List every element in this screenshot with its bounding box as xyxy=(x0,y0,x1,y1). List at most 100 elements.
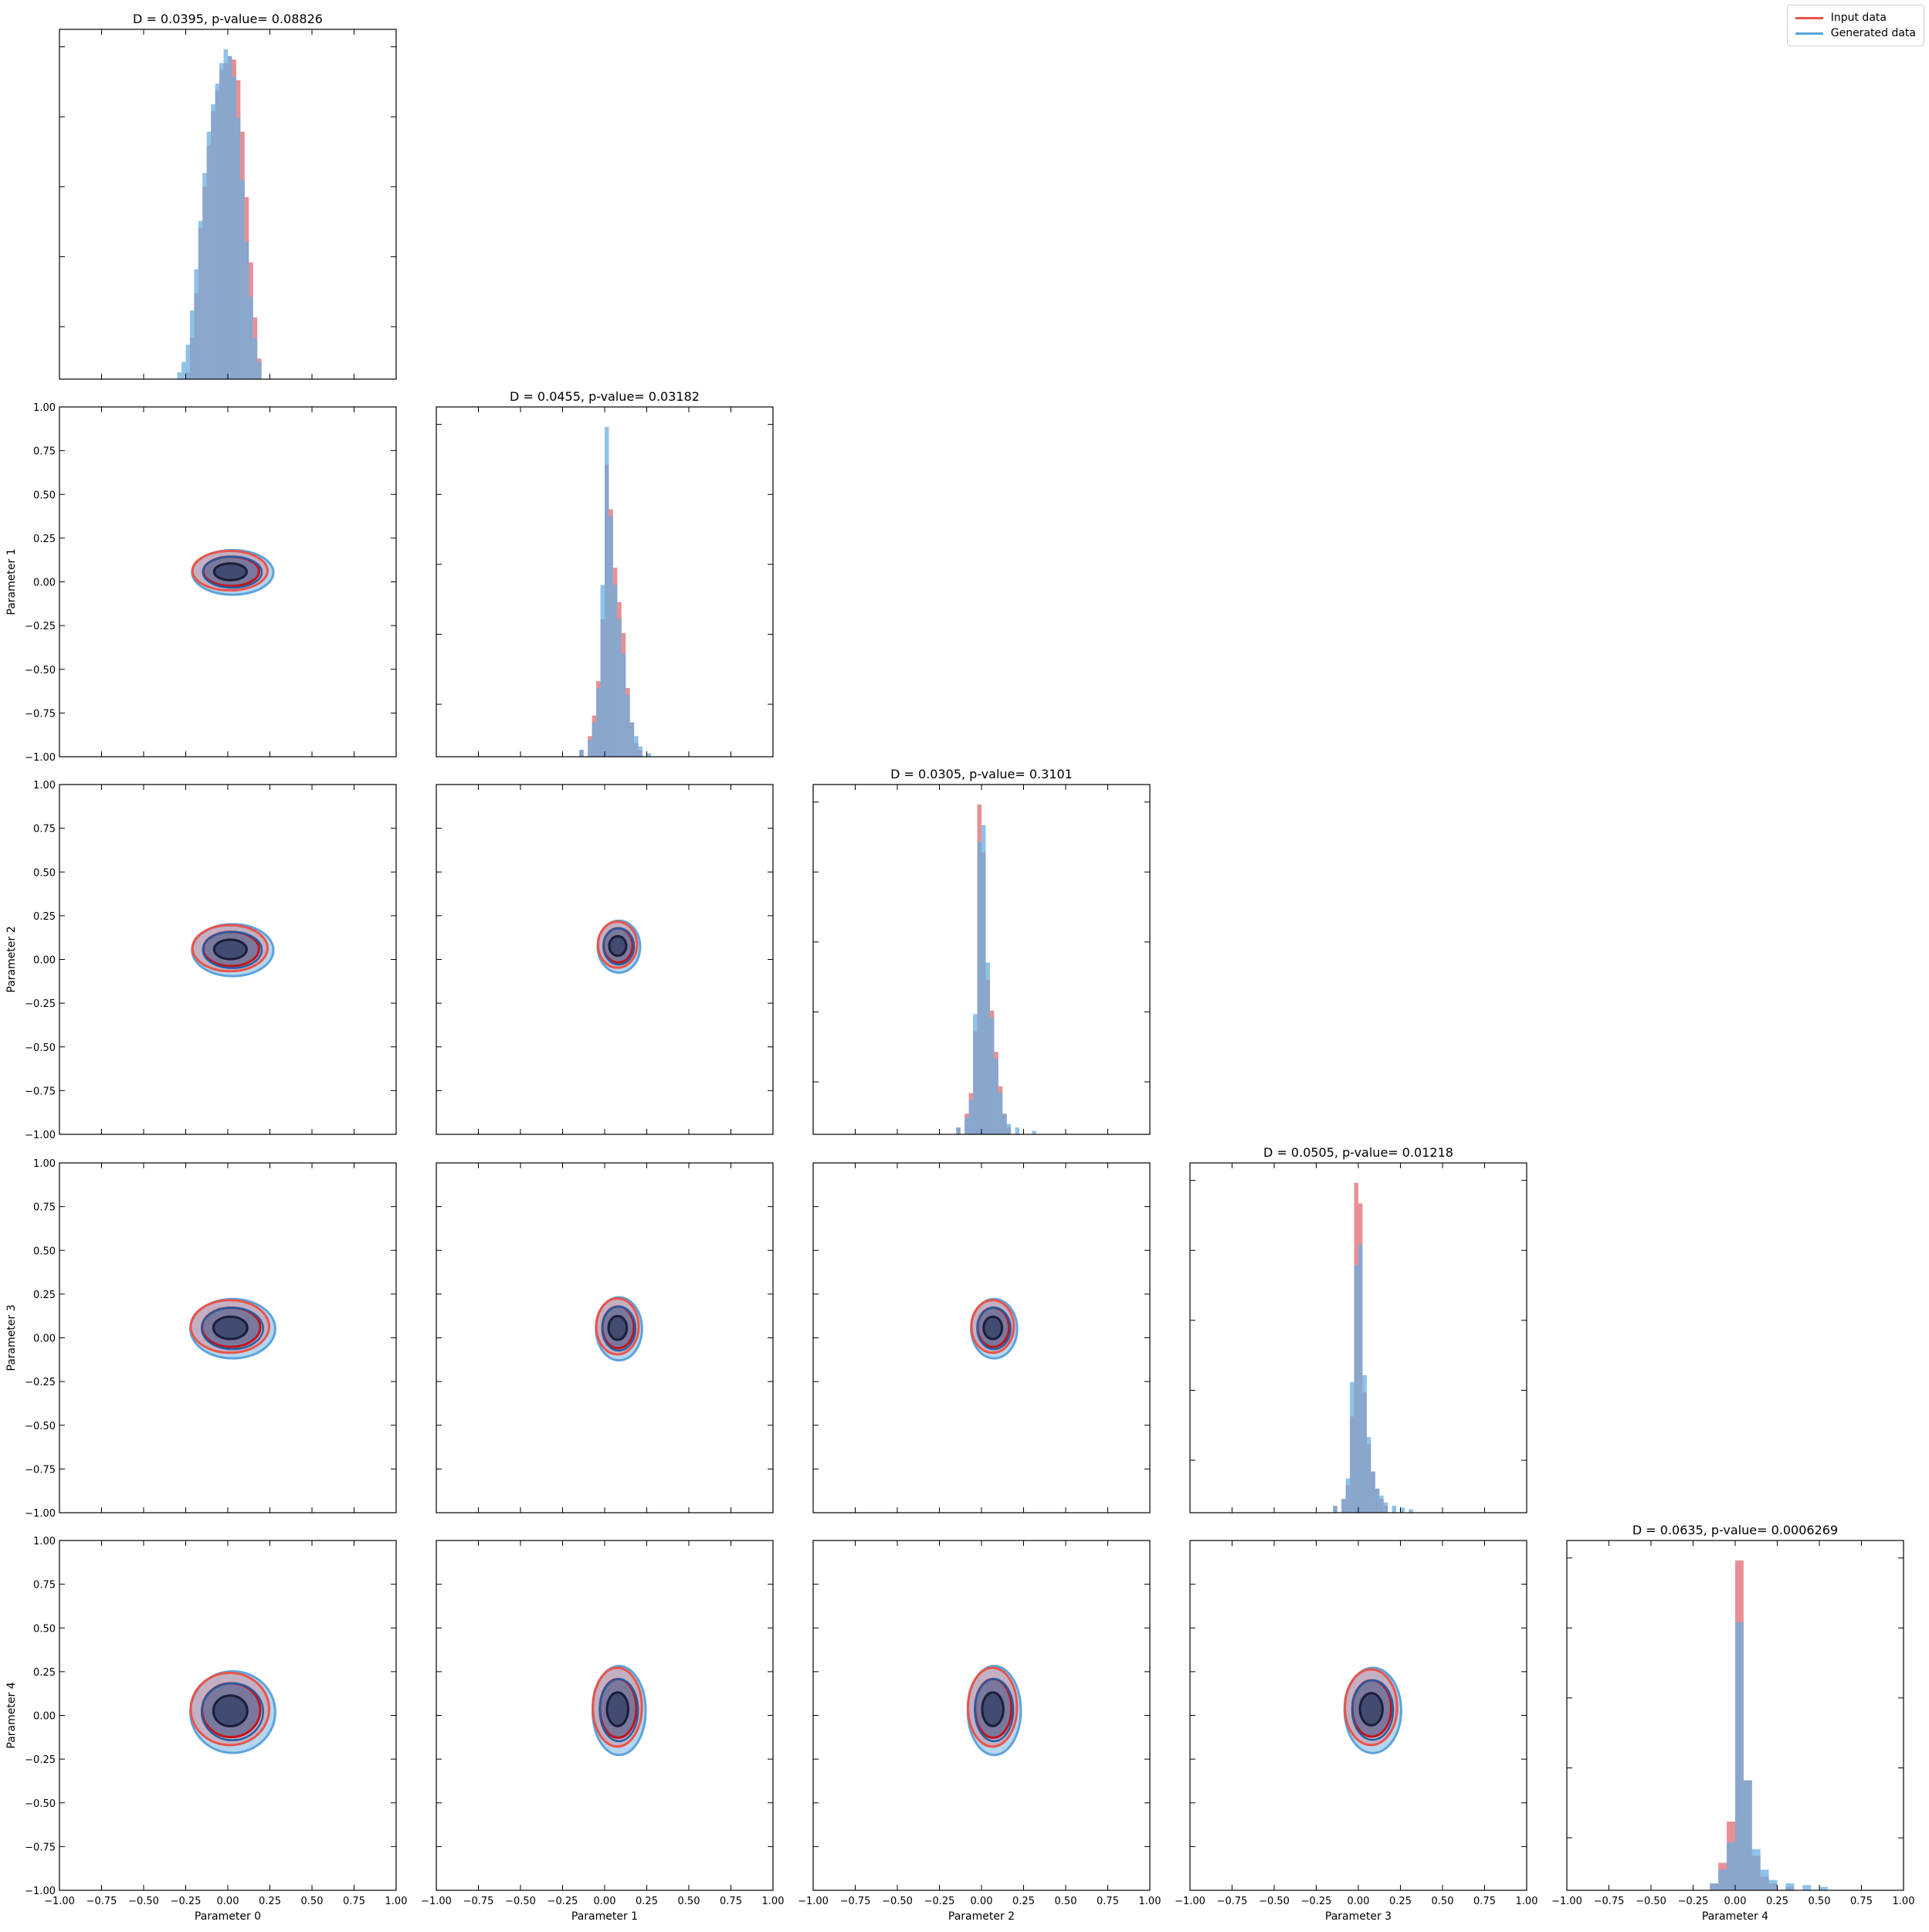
contour-panel-0-2-ytick-label: 0.75 xyxy=(33,824,56,836)
hist-panel-4-xtick-label: −0.50 xyxy=(1636,1896,1666,1907)
contour-panel-0-2-ytick-label: −0.25 xyxy=(25,998,56,1010)
hist-panel-4-bar-generated xyxy=(1735,1622,1744,1890)
hist-panel-0-bar-generated xyxy=(206,131,212,379)
hist-panel-2-bar-generated xyxy=(1032,1130,1036,1134)
hist-panel-4-xtick-label: −0.25 xyxy=(1678,1896,1709,1907)
contour-panel-1-4-xtick-label: 1.00 xyxy=(762,1896,785,1907)
contour-panel-1-2-core xyxy=(608,934,628,958)
contour-panel-0-4-xtick-label: 0.50 xyxy=(301,1896,324,1907)
contour-panel-0-4-ytick-label: −1.00 xyxy=(25,1886,56,1897)
hist-panel-4-title: D = 0.0635, p-value= 0.0006269 xyxy=(1632,1523,1838,1537)
contour-panel-1-4-middle-generated xyxy=(598,1678,639,1743)
contour-panel-3-4-xtick-label: 1.00 xyxy=(1516,1896,1538,1907)
legend-swatch-generated xyxy=(1795,32,1823,35)
hist-panel-1-bar-generated xyxy=(621,653,626,757)
hist-panel-4-xtick-label: 1.00 xyxy=(1893,1896,1915,1907)
hist-panel-2-bar-generated xyxy=(1015,1127,1020,1134)
contour-panel-0-2-ytick-label: 0.50 xyxy=(33,867,56,879)
contour-panel-0-4-ytick-label: −0.25 xyxy=(25,1754,56,1766)
hist-panel-2-bar-generated xyxy=(973,1014,978,1134)
hist-panel-4-bar-generated xyxy=(1710,1883,1719,1890)
hist-panel-2-bar-generated xyxy=(1002,1113,1007,1134)
contour-panel-0-1-ytick-label: −1.00 xyxy=(25,752,56,764)
legend-label-input: Input data xyxy=(1830,12,1887,24)
hist-panel-4-bar-generated xyxy=(1819,1886,1828,1890)
contour-panel-0-2-ytick-label: −0.50 xyxy=(25,1042,56,1054)
contour-panel-2-4-xtick-label: −1.00 xyxy=(798,1896,829,1907)
hist-panel-0-bar-generated xyxy=(249,297,253,379)
contour-panel-0-3-ytick-label: 1.00 xyxy=(33,1158,56,1170)
contour-panel-0-4-xtick-label: −0.50 xyxy=(128,1896,159,1907)
hist-panel-1-bar-generated xyxy=(617,619,622,757)
contour-panel-2-4-middle-generated xyxy=(974,1678,1015,1743)
contour-panel-0-4-ytick-label: 0.75 xyxy=(33,1580,56,1591)
hist-panel-2-bar-generated xyxy=(998,1093,1003,1134)
hist-panel-2-bar-generated xyxy=(956,1127,961,1134)
hist-panel-2-bar-generated xyxy=(968,1100,974,1134)
hist-panel-4-bar-generated xyxy=(1760,1869,1769,1890)
hist-panel-0-bar-generated xyxy=(253,337,258,379)
hist-panel-3-bar-generated xyxy=(1362,1375,1367,1513)
contour-panel-3-4-xtick-label: 0.25 xyxy=(1389,1896,1412,1907)
contour-panel-0-4-middle-generated xyxy=(200,1682,264,1741)
contour-panel-3-4-xtick-label: −0.75 xyxy=(1217,1896,1248,1907)
hist-panel-1-bar-generated xyxy=(596,688,601,757)
hist-panel-4-bar-generated xyxy=(1802,1885,1812,1890)
hist-panel-1-bar-generated xyxy=(634,736,639,757)
hist-panel-1-bar-generated xyxy=(625,694,630,757)
contour-panel-0-1-ytick-label: 0.75 xyxy=(33,446,56,458)
y-axis-label-param-3: Parameter 3 xyxy=(5,1304,18,1371)
hist-panel-3-bar-generated xyxy=(1333,1506,1337,1513)
contour-panel-1-3-core xyxy=(607,1314,629,1341)
hist-panel-3-bar-generated xyxy=(1345,1478,1351,1513)
hist-panel-4-xtick-label: 0.25 xyxy=(1766,1896,1788,1907)
contour-panel-0-3-ytick-label: 0.75 xyxy=(33,1202,56,1214)
hist-panel-2-title: D = 0.0305, p-value= 0.3101 xyxy=(890,767,1073,781)
contour-panel-0-2-ytick-label: 1.00 xyxy=(33,780,56,791)
hist-panel-3-bar-generated xyxy=(1379,1495,1384,1513)
contour-panel-0-3-ytick-label: 0.25 xyxy=(33,1290,56,1301)
contour-panel-3-4-xtick-label: 0.75 xyxy=(1473,1896,1496,1907)
hist-panel-3-bar-generated xyxy=(1366,1437,1371,1513)
contour-panel-3-4-xtick-label: 0.00 xyxy=(1348,1896,1370,1907)
legend-entry-generated: Generated data xyxy=(1795,25,1916,41)
contour-panel-3-4-xtick-label: −0.25 xyxy=(1301,1896,1332,1907)
contour-panel-1-4-xtick-label: 0.50 xyxy=(678,1896,700,1907)
x-axis-label-param-3: Parameter 3 xyxy=(1325,1910,1392,1923)
hist-panel-3-bar-generated xyxy=(1341,1499,1346,1513)
contour-panel-0-4-ytick-label: 1.00 xyxy=(33,1536,56,1547)
hist-panel-3-bar-generated xyxy=(1371,1471,1375,1513)
x-axis-label-param-0: Parameter 0 xyxy=(195,1910,261,1923)
y-axis-label-param-4: Parameter 4 xyxy=(5,1682,18,1748)
hist-panel-4-bar-generated xyxy=(1785,1883,1795,1890)
hist-panel-1-bar-generated xyxy=(588,739,592,757)
hist-panel-4-xtick-label: 0.00 xyxy=(1724,1896,1747,1907)
contour-panel-1-4-xtick-label: 0.75 xyxy=(720,1896,742,1907)
hist-panel-4-xtick-label: 0.75 xyxy=(1850,1896,1873,1907)
contour-panel-0-4-xtick-label: 0.75 xyxy=(343,1896,365,1907)
contour-panel-3-4-xtick-label: −0.50 xyxy=(1259,1896,1290,1907)
hist-panel-0-bar-generated xyxy=(257,361,262,379)
x-axis-label-param-4: Parameter 4 xyxy=(1702,1910,1768,1923)
contour-panel-1-4-xtick-label: 0.25 xyxy=(636,1896,658,1907)
contour-panel-0-2-middle-generated xyxy=(202,930,263,969)
contour-panel-3-4-xtick-label: −1.00 xyxy=(1175,1896,1205,1907)
contour-panel-0-1-ytick-label: 0.25 xyxy=(33,534,56,545)
legend-label-generated: Generated data xyxy=(1830,27,1916,39)
contour-panel-2-4-xtick-label: 0.00 xyxy=(971,1896,993,1907)
contour-panel-0-3-ytick-label: 0.00 xyxy=(33,1334,56,1345)
contour-panel-0-4-xtick-label: −1.00 xyxy=(44,1896,75,1907)
contour-panel-2-4-xtick-label: 1.00 xyxy=(1139,1896,1161,1907)
contour-panel-0-3-ytick-label: −0.25 xyxy=(25,1377,56,1388)
hist-panel-1-bar-generated xyxy=(609,516,613,757)
contour-panel-0-4-ytick-label: 0.50 xyxy=(33,1623,56,1635)
contour-panel-2-3-core xyxy=(982,1315,1004,1341)
contour-panel-1-4-xtick-label: −0.25 xyxy=(548,1896,578,1907)
hist-panel-0-bar-generated xyxy=(177,372,182,379)
hist-panel-1-bar-generated xyxy=(579,750,584,757)
contour-panel-0-2-ytick-label: −0.75 xyxy=(25,1086,56,1097)
contour-panel-0-3-ytick-label: −1.00 xyxy=(25,1508,56,1520)
hist-panel-4-bar-generated xyxy=(1751,1849,1761,1890)
contour-panel-0-2-ytick-label: 0.00 xyxy=(33,955,56,967)
